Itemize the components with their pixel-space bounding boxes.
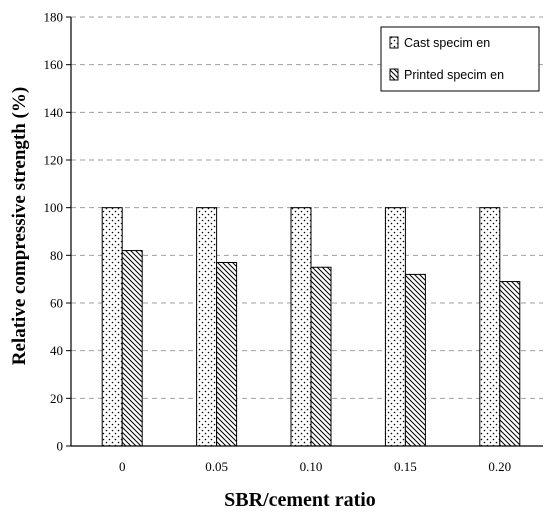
legend-label-cast: Cast specim en <box>404 36 490 50</box>
legend-frame <box>380 26 540 92</box>
y-axis-title: Relative compressive strength (%) <box>9 87 30 365</box>
bar-cast-2 <box>290 207 312 447</box>
legend-label-printed: Printed specim en <box>404 68 504 82</box>
tick-labels: 0 20 40 60 80 100 120 140 160 180 0 0.05 0.10 0.15 0.2… <box>44 10 512 475</box>
legend-swatch-printed <box>389 68 399 81</box>
bar-printed-3 <box>404 273 426 447</box>
y-tick-label: 20 <box>50 391 63 406</box>
bar-cast-3 <box>384 207 406 447</box>
axes <box>66 16 543 447</box>
bar-printed-0 <box>121 250 143 447</box>
legend: Cast specim en Printed specim en <box>380 26 540 92</box>
y-tick-label: 120 <box>44 153 64 168</box>
y-tick-label: 140 <box>44 105 64 120</box>
y-tick-label: 80 <box>50 248 63 263</box>
y-tick-label: 180 <box>44 10 64 25</box>
bar-printed-2 <box>310 266 332 447</box>
y-tick-label: 160 <box>44 57 64 72</box>
x-tick-label: 0 <box>119 459 126 474</box>
bar-cast-4 <box>479 207 501 447</box>
x-axis-title: SBR/cement ratio <box>224 489 376 511</box>
y-tick-label: 40 <box>50 343 63 358</box>
bar-printed-1 <box>216 261 238 447</box>
x-tick-label: 0.05 <box>205 459 228 474</box>
y-tick-label: 60 <box>50 296 63 311</box>
y-tick-label: 100 <box>44 200 64 215</box>
x-tick-label: 0.15 <box>394 459 417 474</box>
bars <box>101 207 521 447</box>
bar-cast-1 <box>196 207 218 447</box>
legend-swatch-cast <box>389 36 399 49</box>
x-tick-label: 0.20 <box>488 459 511 474</box>
x-tick-label: 0.10 <box>300 459 323 474</box>
y-tick-label: 0 <box>57 439 64 454</box>
bar-printed-4 <box>499 281 521 447</box>
bar-cast-0 <box>101 207 123 447</box>
